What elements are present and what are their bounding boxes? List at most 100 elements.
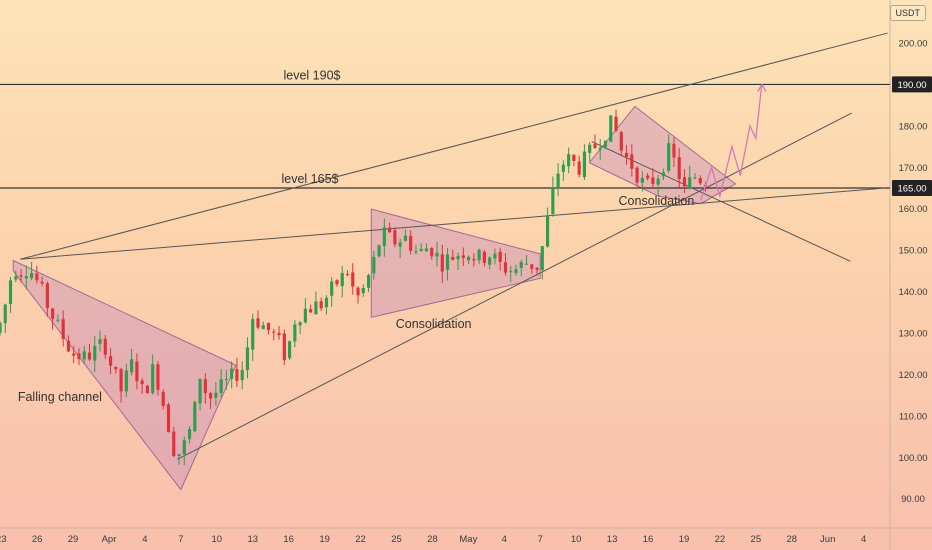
annotation-label: Falling channel <box>18 390 102 404</box>
y-tick-label: 160.00 <box>898 204 927 215</box>
candle <box>235 369 239 381</box>
candle <box>624 152 629 157</box>
candle <box>303 308 307 323</box>
candle <box>572 155 576 161</box>
candle <box>698 178 702 184</box>
x-tick-label: 22 <box>355 534 366 545</box>
candle <box>514 269 518 274</box>
candle <box>93 345 97 361</box>
x-tick-label: 29 <box>68 534 79 545</box>
x-tick-label: 19 <box>319 534 330 545</box>
candle <box>677 157 681 179</box>
candle <box>293 324 297 342</box>
candle <box>119 368 123 392</box>
candle <box>203 379 207 394</box>
x-tick-label: 26 <box>32 534 43 545</box>
candle <box>198 378 202 404</box>
y-tick-label: 90.00 <box>901 494 925 505</box>
candle <box>35 273 39 281</box>
candle <box>61 319 65 339</box>
falling-channel-pattern <box>12 259 237 491</box>
candle <box>172 431 176 456</box>
candle <box>482 251 486 263</box>
projection-arrow <box>700 84 763 201</box>
x-tick-label: 7 <box>178 534 183 545</box>
candle <box>261 325 265 330</box>
candle <box>309 309 313 313</box>
candle <box>45 283 49 308</box>
candle <box>214 392 218 398</box>
candle <box>393 230 397 245</box>
candle <box>646 175 650 179</box>
level-190-label: level 190$ <box>284 68 341 82</box>
candle <box>366 275 371 288</box>
candle <box>193 401 197 432</box>
candle <box>398 242 402 247</box>
x-tick-label: May <box>459 534 477 545</box>
candle <box>282 333 286 361</box>
candle <box>419 248 423 251</box>
x-tick-label: 13 <box>607 534 618 545</box>
candle <box>593 144 597 148</box>
consolidation-pattern-1 <box>370 208 541 318</box>
candle <box>498 251 502 262</box>
x-tick-label: 10 <box>212 534 223 545</box>
candle <box>651 177 655 185</box>
candle <box>682 177 687 187</box>
candle <box>177 454 181 457</box>
candle <box>630 154 634 169</box>
candle <box>524 263 529 265</box>
rising-support-line <box>177 112 852 460</box>
long-connector-line <box>20 187 886 260</box>
price-tag-label: 190.00 <box>897 80 926 91</box>
candle <box>0 322 2 334</box>
x-tick-label: 4 <box>861 534 866 545</box>
candle <box>224 379 228 381</box>
x-tick-label: 28 <box>786 534 797 545</box>
y-tick-label: 130.00 <box>898 329 927 340</box>
candle <box>640 177 644 183</box>
candle <box>319 301 323 309</box>
x-tick-label: 19 <box>679 534 690 545</box>
candle <box>472 259 476 261</box>
x-tick-label: 23 <box>0 534 6 545</box>
candle <box>124 370 128 392</box>
candle <box>672 143 676 158</box>
candle <box>688 177 692 189</box>
projection-arrow-head <box>757 83 767 92</box>
candle <box>114 366 118 370</box>
x-tick-label: 25 <box>751 534 762 545</box>
y-tick-label: 100.00 <box>898 453 927 464</box>
candle <box>272 331 276 333</box>
candle <box>561 164 565 172</box>
candle <box>14 276 18 280</box>
candle <box>403 235 407 241</box>
candle <box>335 280 339 285</box>
candle <box>503 262 508 273</box>
y-tick-label: 140.00 <box>898 287 927 298</box>
candle <box>98 339 102 344</box>
candle <box>477 249 481 261</box>
candle <box>567 154 571 167</box>
candle <box>656 178 660 185</box>
candle <box>456 255 460 260</box>
candle <box>108 356 113 366</box>
candle <box>135 361 139 382</box>
candle <box>324 297 329 308</box>
candle <box>361 288 365 294</box>
currency-label[interactable]: USDT <box>889 5 926 21</box>
candle <box>277 332 281 336</box>
candle <box>251 319 255 350</box>
candle <box>266 322 271 331</box>
annotation-label: Consolidation <box>619 194 695 208</box>
candle <box>24 276 28 279</box>
candle <box>556 173 560 189</box>
candle <box>609 115 613 142</box>
candle <box>330 281 334 296</box>
candle <box>598 147 602 150</box>
candle <box>288 341 292 359</box>
candle <box>424 248 429 252</box>
candle <box>156 364 160 390</box>
candle <box>588 144 592 153</box>
